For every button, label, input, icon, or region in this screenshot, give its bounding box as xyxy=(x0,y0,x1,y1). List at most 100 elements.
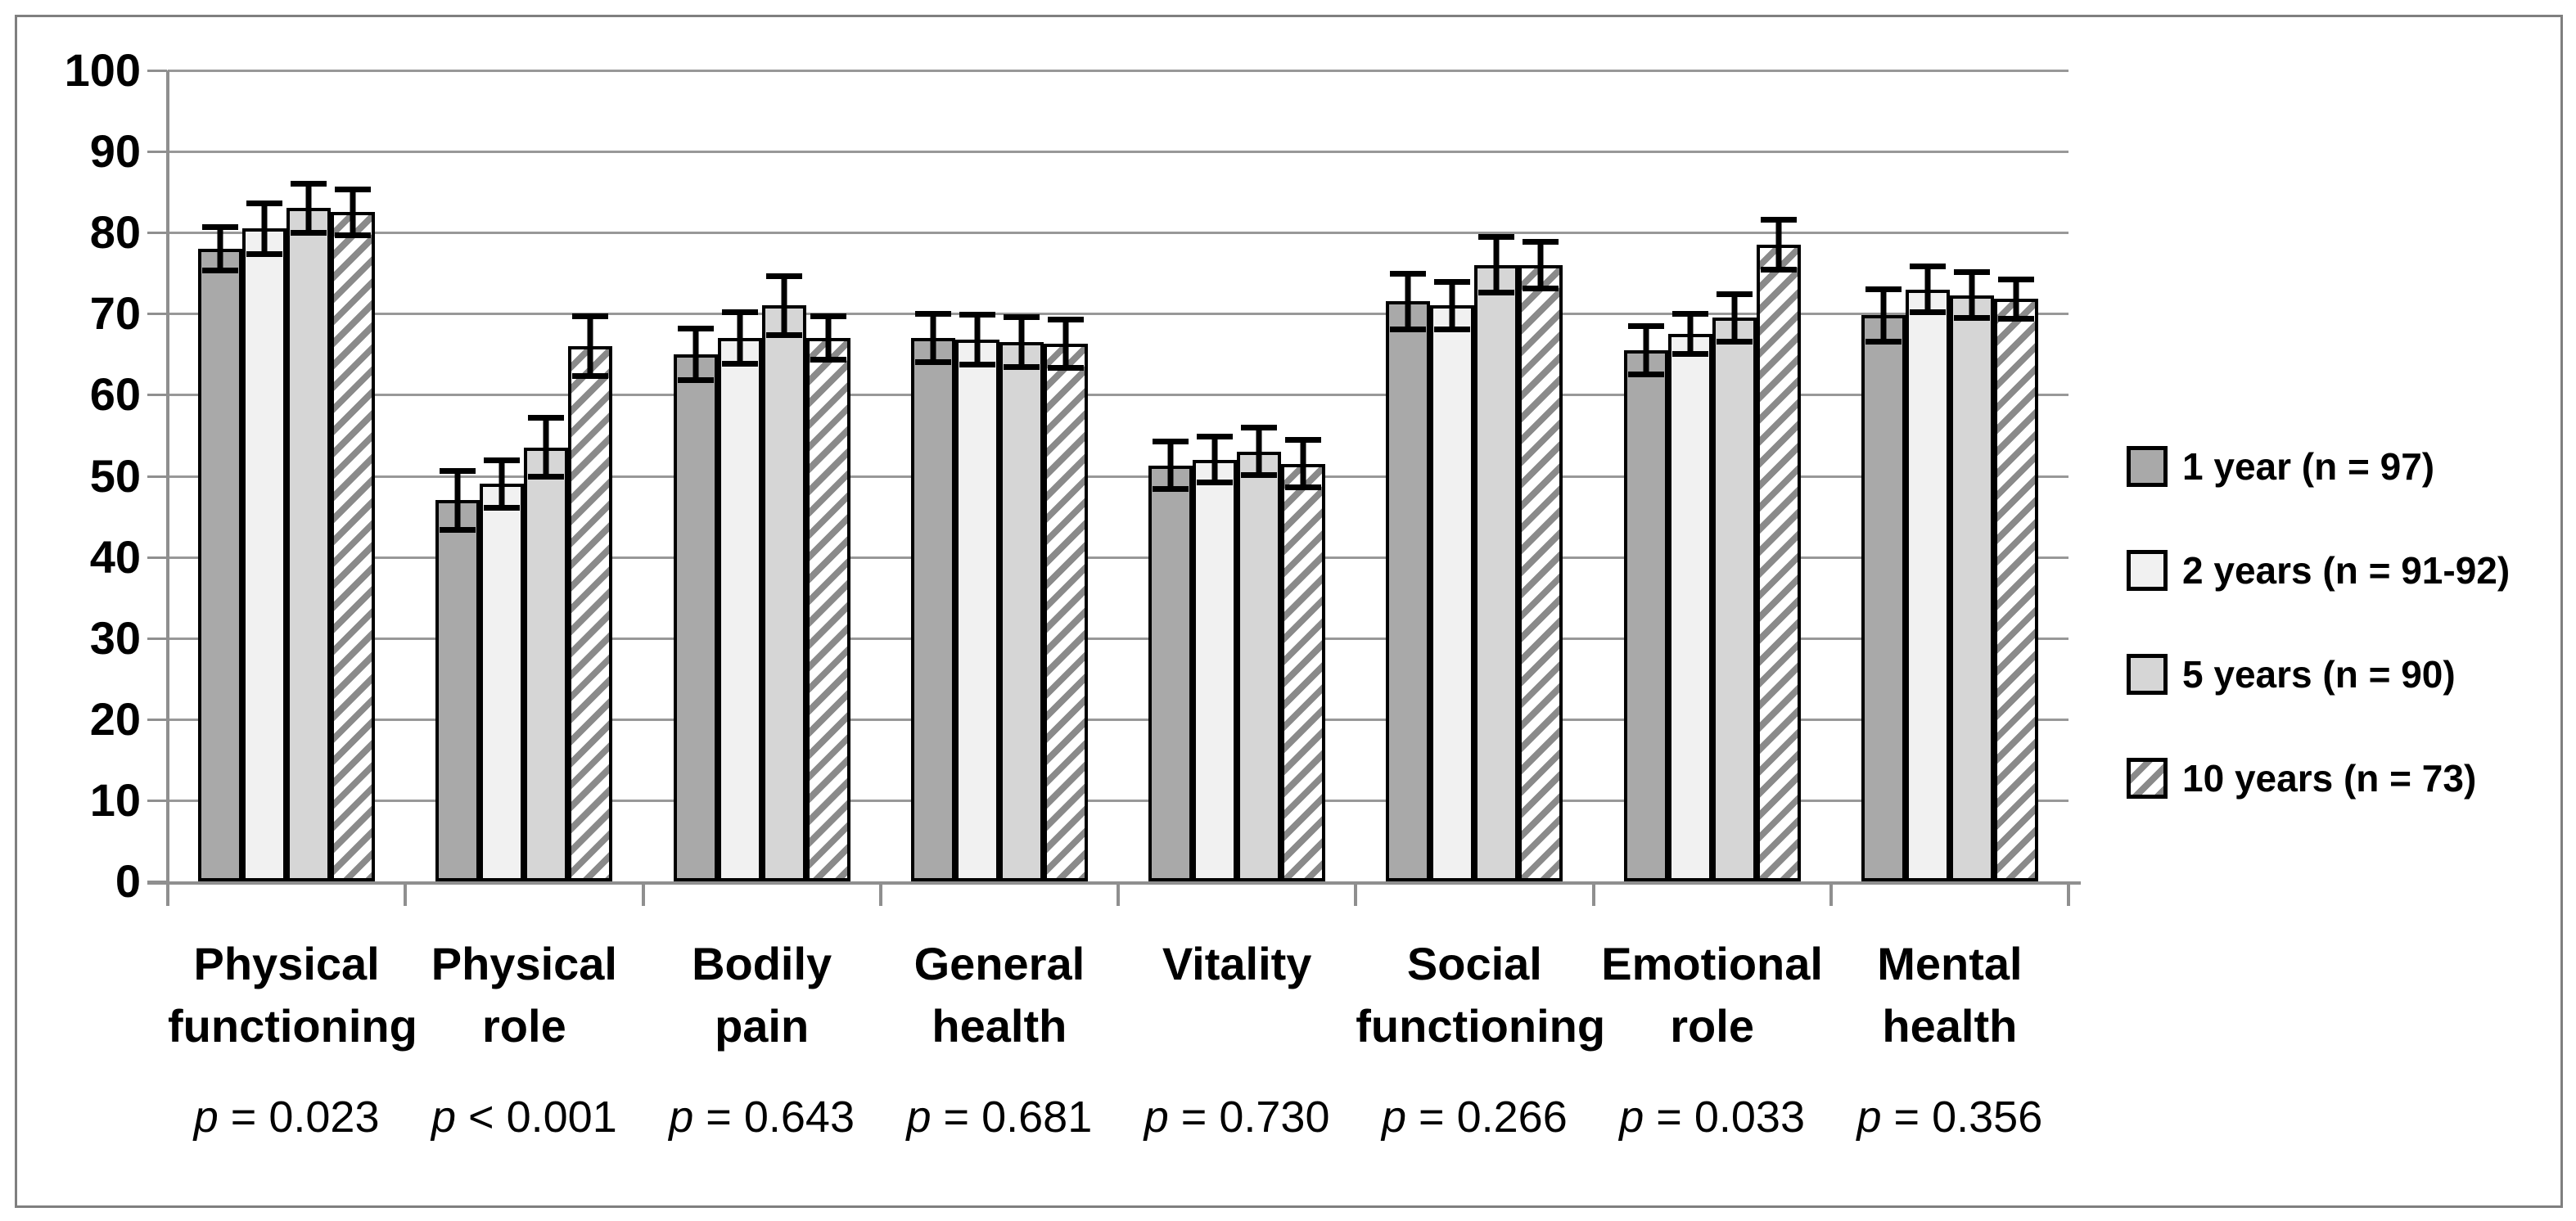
gridline-100 xyxy=(168,70,2068,72)
p-symbol: p xyxy=(1144,1093,1169,1142)
y-tick-label-0: 0 xyxy=(115,855,141,907)
bar-1-year-mental-health xyxy=(1861,315,1906,881)
error-bar-5-years-general-health xyxy=(1003,314,1040,370)
y-tick-label-50: 50 xyxy=(89,449,141,502)
legend-swatch-icon-5-years xyxy=(2127,654,2168,695)
bar-10-years-physical-functioning xyxy=(331,212,375,881)
y-tick-label-90: 90 xyxy=(89,125,141,178)
bar-1-year-physical-functioning xyxy=(198,249,242,881)
p-symbol: p xyxy=(1856,1093,1882,1142)
x-axis-boundary-tick-1 xyxy=(404,881,408,906)
bar-2-years-mental-health xyxy=(1905,289,1950,881)
y-tick-70 xyxy=(147,313,167,316)
y-tick-label-40: 40 xyxy=(89,530,141,583)
y-tick-100 xyxy=(147,70,167,72)
bar-1-year-bodily-pain xyxy=(673,354,718,881)
legend-label-5-years: 5 years (n = 90) xyxy=(2182,653,2456,696)
bar-10-years-social-functioning xyxy=(1518,264,1563,881)
gridline-40 xyxy=(168,556,2068,559)
error-bar-1-year-social-functioning xyxy=(1390,270,1427,333)
x-axis-boundary-tick-7 xyxy=(1829,881,1833,906)
bar-group-mental-health xyxy=(1831,70,2068,881)
error-bar-5-years-emotional-role xyxy=(1716,291,1753,345)
x-axis-boundary-tick-8 xyxy=(2067,881,2070,906)
bar-group-vitality xyxy=(1118,70,1356,881)
bar-5-years-mental-health xyxy=(1949,295,1994,881)
p-value-text: < 0.001 xyxy=(456,1093,617,1142)
error-bar-10-years-physical-functioning xyxy=(335,186,371,239)
category-label-physical-role: Physical role xyxy=(431,938,617,1052)
figure-border xyxy=(15,15,2563,1208)
error-bar-5-years-vitality xyxy=(1241,425,1277,479)
category-label-physical-functioning: Physical functioning xyxy=(168,938,417,1052)
y-tick-40 xyxy=(147,556,167,559)
p-value-emotional-role: p = 0.033 xyxy=(1594,1088,1831,1146)
error-bar-1-year-vitality xyxy=(1153,438,1189,493)
p-value-general-health: p = 0.681 xyxy=(881,1088,1118,1146)
error-bar-1-year-general-health xyxy=(914,311,951,365)
error-bar-10-years-bodily-pain xyxy=(810,313,846,363)
y-tick-label-10: 10 xyxy=(89,773,141,826)
x-axis xyxy=(147,881,2081,885)
p-value-physical-functioning: p = 0.023 xyxy=(168,1088,405,1146)
gridline-10 xyxy=(168,799,2068,802)
bar-10-years-emotional-role xyxy=(1756,245,1801,881)
p-symbol: p xyxy=(1619,1093,1644,1142)
y-tick-label-20: 20 xyxy=(89,692,141,745)
y-tick-50 xyxy=(147,475,167,478)
error-bar-2-years-vitality xyxy=(1197,433,1233,486)
p-symbol: p xyxy=(1382,1093,1407,1142)
error-bar-10-years-vitality xyxy=(1285,436,1321,491)
bar-group-physical-role xyxy=(405,70,643,881)
bar-10-years-physical-role xyxy=(568,345,613,881)
y-tick-label-30: 30 xyxy=(89,611,141,664)
x-axis-boundary-tick-6 xyxy=(1591,881,1595,906)
error-bar-10-years-general-health xyxy=(1047,317,1084,371)
bar-2-years-bodily-pain xyxy=(717,338,762,881)
gridline-80 xyxy=(168,232,2068,235)
bar-10-years-bodily-pain xyxy=(805,338,850,881)
error-bar-1-year-physical-functioning xyxy=(202,224,238,273)
x-axis-boundary-tick-3 xyxy=(878,881,882,906)
error-bar-1-year-emotional-role xyxy=(1627,323,1664,377)
y-tick-label-80: 80 xyxy=(89,206,141,259)
p-value-text: = 0.266 xyxy=(1406,1093,1568,1142)
p-symbol: p xyxy=(906,1093,932,1142)
legend-swatch-icon-10-years xyxy=(2127,758,2168,799)
bar-2-years-physical-functioning xyxy=(242,228,286,881)
plot-area xyxy=(168,70,2068,881)
y-tick-80 xyxy=(147,232,167,235)
error-bar-1-year-physical-role xyxy=(440,467,476,533)
bar-2-years-general-health xyxy=(954,340,999,881)
bar-1-year-emotional-role xyxy=(1623,349,1668,881)
x-axis-boundary-tick-0 xyxy=(166,881,169,906)
p-value-text: = 0.033 xyxy=(1644,1093,1805,1142)
bar-2-years-social-functioning xyxy=(1430,305,1475,881)
y-tick-0 xyxy=(147,881,167,883)
y-tick-label-60: 60 xyxy=(89,368,141,421)
y-tick-90 xyxy=(147,151,167,154)
p-value-text: = 0.356 xyxy=(1881,1093,2043,1142)
bar-group-emotional-role xyxy=(1594,70,1831,881)
error-bar-10-years-social-functioning xyxy=(1523,239,1559,291)
error-bar-2-years-general-health xyxy=(959,312,995,367)
category-label-general-health: General health xyxy=(914,938,1085,1052)
p-value-social-functioning: p = 0.266 xyxy=(1356,1088,1593,1146)
bar-1-year-social-functioning xyxy=(1386,301,1431,881)
legend-swatch-icon-2-years xyxy=(2127,550,2168,591)
p-value-text: = 0.681 xyxy=(931,1093,1093,1142)
error-bar-2-years-physical-role xyxy=(484,457,521,511)
gridline-60 xyxy=(168,394,2068,397)
error-bar-5-years-social-functioning xyxy=(1478,234,1515,296)
gridline-20 xyxy=(168,718,2068,721)
error-bar-1-year-mental-health xyxy=(1865,286,1902,345)
error-bar-10-years-emotional-role xyxy=(1760,217,1797,273)
bar-10-years-vitality xyxy=(1281,463,1325,881)
y-axis xyxy=(166,70,169,885)
legend-label-1-year: 1 year (n = 97) xyxy=(2182,445,2435,488)
x-axis-boundary-tick-2 xyxy=(641,881,645,906)
bar-10-years-mental-health xyxy=(1993,299,2038,881)
error-bar-2-years-physical-functioning xyxy=(246,200,282,257)
error-bar-5-years-bodily-pain xyxy=(765,273,802,339)
